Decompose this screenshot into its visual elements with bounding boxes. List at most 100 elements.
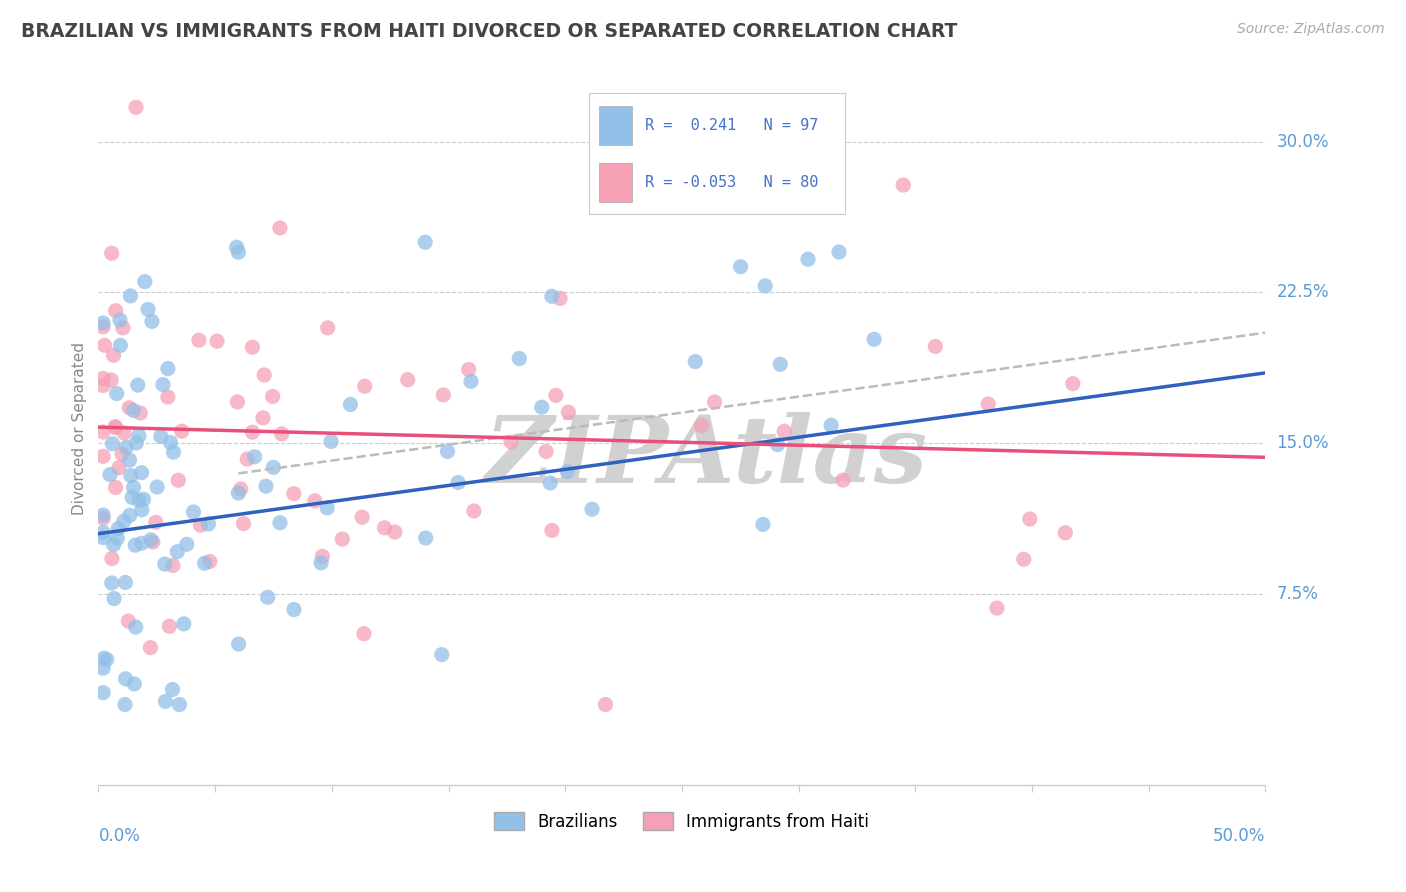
Point (98, 467, 121, 482)
Point (270, 426, 292, 441)
Point (717, 167, 740, 181)
Point (703, 395, 725, 409)
Point (197, 516, 219, 531)
Point (104, 303, 127, 318)
Point (311, 549, 333, 564)
Point (253, 368, 276, 382)
Point (156, 361, 179, 376)
Point (112, 425, 135, 440)
Point (432, 388, 454, 402)
Point (128, 493, 150, 508)
Point (352, 510, 374, 524)
Point (91, 316, 114, 330)
Point (153, 557, 176, 571)
Point (413, 235, 436, 250)
Point (93, 651, 115, 665)
Point (128, 428, 150, 442)
Point (229, 482, 252, 496)
Point (105, 531, 128, 545)
Point (110, 338, 132, 352)
Point (122, 480, 145, 494)
Point (1054, 525, 1077, 540)
Point (685, 354, 707, 368)
Point (118, 453, 141, 467)
Point (162, 558, 184, 573)
Point (316, 500, 339, 515)
Point (463, 504, 485, 518)
Point (156, 390, 179, 404)
Point (91, 425, 114, 439)
Point (252, 410, 274, 425)
Point (159, 435, 181, 450)
Point (100, 373, 122, 387)
Point (108, 313, 131, 327)
Point (269, 516, 291, 530)
Point (1018, 512, 1040, 526)
Point (262, 460, 284, 475)
Point (730, 260, 752, 274)
Text: ZIPAtlas: ZIPAtlas (484, 412, 927, 501)
Point (828, 245, 851, 260)
Point (339, 397, 361, 411)
Point (769, 357, 792, 371)
Point (262, 389, 284, 403)
Point (142, 535, 165, 549)
Point (544, 388, 567, 402)
Point (91, 531, 114, 545)
Point (269, 221, 291, 235)
Point (766, 437, 789, 451)
Legend: Brazilians, Immigrants from Haiti: Brazilians, Immigrants from Haiti (488, 805, 876, 838)
Point (125, 436, 148, 450)
Point (120, 468, 142, 483)
Point (122, 403, 145, 417)
Point (353, 626, 375, 640)
Point (820, 418, 842, 433)
Point (125, 100, 148, 114)
Text: 30.0%: 30.0% (1277, 133, 1329, 151)
Point (111, 321, 134, 335)
Point (100, 246, 122, 260)
Point (256, 591, 278, 605)
Point (114, 672, 136, 686)
Point (166, 545, 188, 559)
Point (131, 503, 153, 517)
Point (228, 637, 250, 651)
Point (131, 536, 153, 550)
Point (436, 444, 458, 458)
Text: 50.0%: 50.0% (1213, 827, 1265, 845)
Point (557, 405, 579, 419)
Point (114, 698, 136, 712)
Point (754, 278, 776, 293)
Point (124, 677, 146, 691)
Point (430, 648, 453, 662)
Point (91, 511, 114, 525)
Point (91, 378, 114, 392)
Point (91, 450, 114, 464)
Point (309, 556, 332, 570)
Point (132, 492, 155, 507)
Text: Source: ZipAtlas.com: Source: ZipAtlas.com (1237, 22, 1385, 37)
Point (118, 508, 141, 523)
Text: 15.0%: 15.0% (1277, 434, 1329, 452)
Point (924, 339, 946, 353)
Point (225, 240, 247, 254)
Point (415, 531, 437, 545)
Point (129, 406, 152, 420)
Point (228, 245, 250, 260)
Point (176, 537, 198, 551)
Point (134, 275, 156, 289)
Point (319, 434, 342, 449)
Point (93, 338, 115, 352)
Point (183, 505, 205, 519)
Point (242, 425, 264, 440)
Point (152, 377, 174, 392)
Point (91, 508, 114, 522)
Point (581, 502, 603, 516)
Point (243, 450, 266, 464)
Point (103, 348, 125, 362)
Point (105, 386, 128, 401)
Point (773, 424, 796, 438)
Point (891, 178, 914, 192)
Point (530, 401, 553, 415)
Point (534, 444, 557, 458)
